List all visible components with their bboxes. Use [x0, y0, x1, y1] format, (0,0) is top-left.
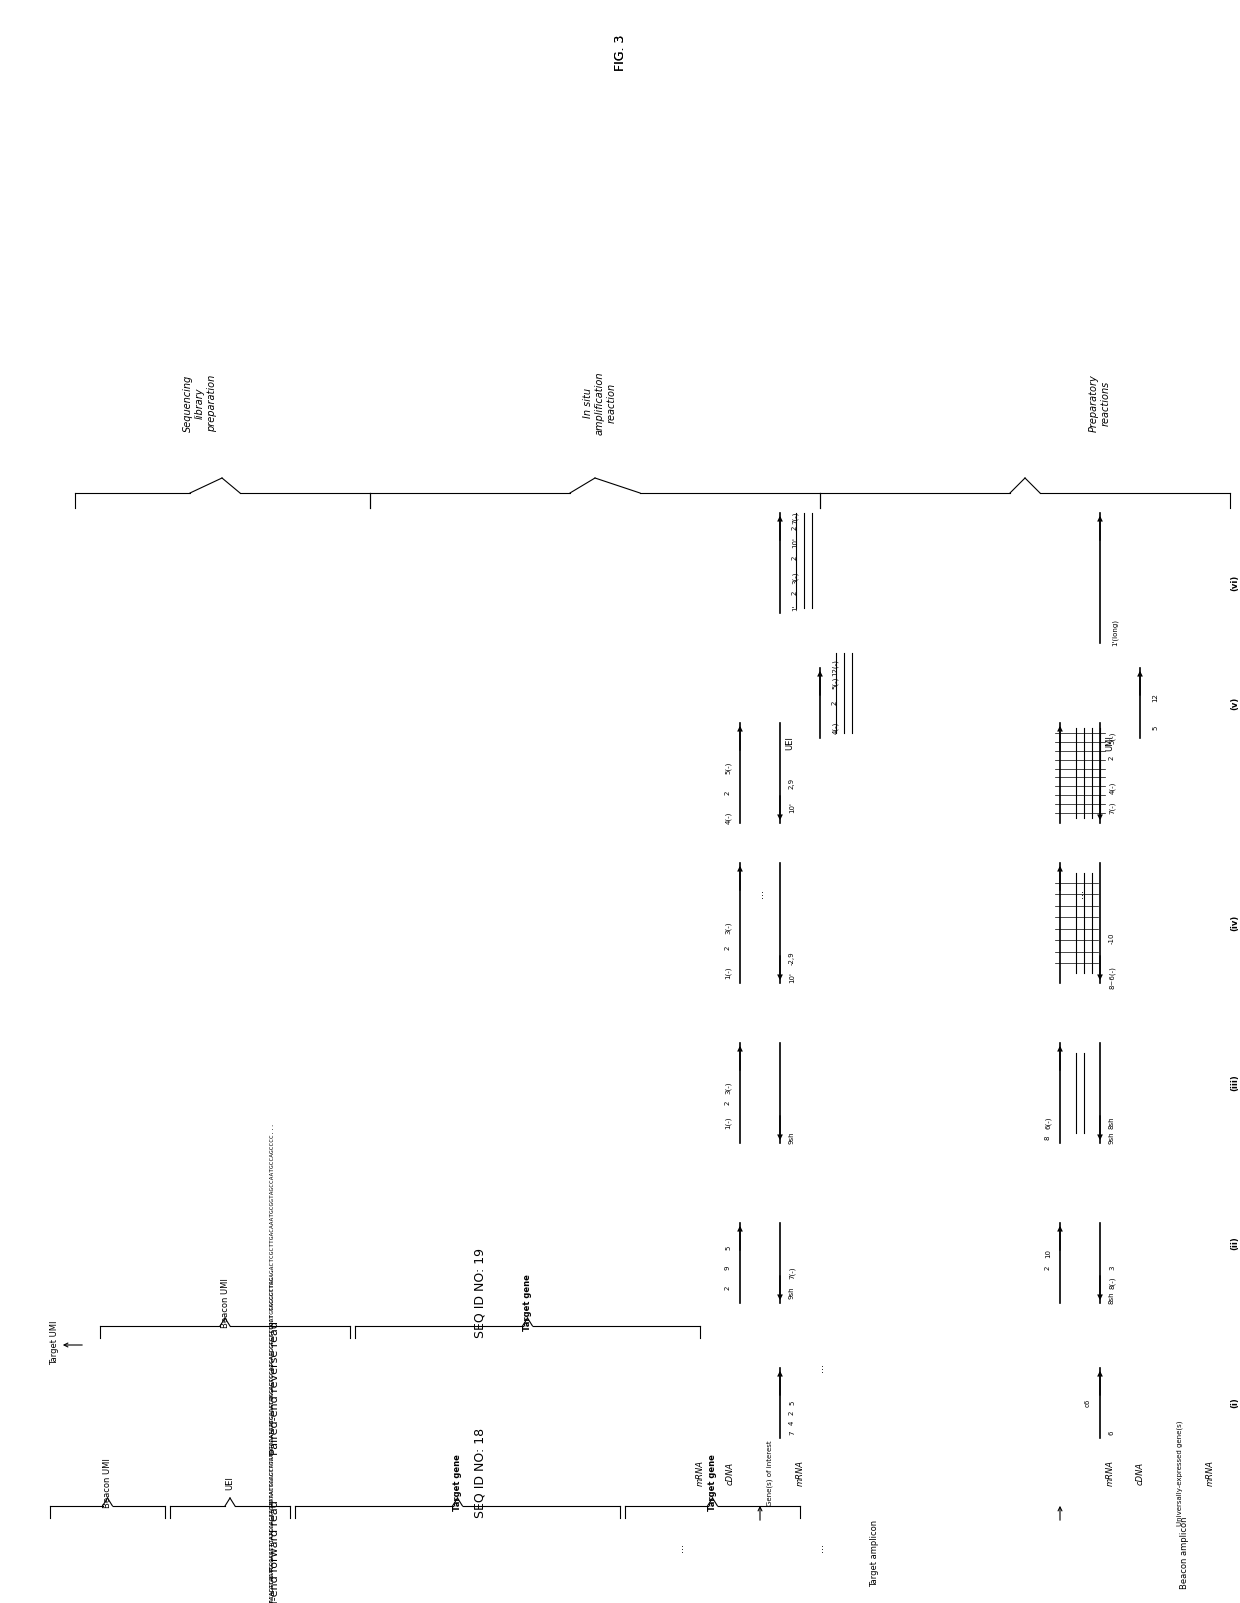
- Text: FIG. 3: FIG. 3: [614, 35, 626, 71]
- Text: 3(-): 3(-): [792, 572, 799, 583]
- Text: Paired-end forward read: Paired-end forward read: [270, 1500, 280, 1603]
- Text: 8(-): 8(-): [1109, 1276, 1115, 1289]
- Text: SEQ ID NO: 19: SEQ ID NO: 19: [474, 1249, 486, 1339]
- Text: 5: 5: [725, 1246, 732, 1250]
- Text: 7: 7: [789, 1431, 795, 1435]
- Text: 1(-): 1(-): [724, 1117, 732, 1129]
- Text: 9sh: 9sh: [789, 1132, 795, 1145]
- Text: 6(-): 6(-): [1045, 1117, 1052, 1129]
- Text: TAAAAGCCACCCCCAGTTTCTACTAAATATCTACCGATTCCCTTGCCTAAGTTTAG GACACTCAATGCACATTTAACAA: TAAAAGCCACCCCCAGTTTCTACTAAATATCTACCGATTC…: [270, 1265, 275, 1603]
- Text: 1': 1': [792, 604, 799, 611]
- Text: SEQ ID NO: 18: SEQ ID NO: 18: [474, 1428, 486, 1518]
- Text: ...: ...: [755, 888, 765, 898]
- Text: mRNA: mRNA: [1106, 1460, 1115, 1486]
- Text: 2: 2: [792, 556, 799, 559]
- Text: 9sh: 9sh: [789, 1287, 795, 1300]
- Text: ...: ...: [1075, 888, 1085, 898]
- Text: mRNA: mRNA: [1205, 1460, 1214, 1486]
- Text: 1(-): 1(-): [724, 967, 732, 979]
- Text: (v): (v): [1230, 696, 1240, 710]
- Text: 10': 10': [789, 803, 795, 813]
- Text: 5(-): 5(-): [724, 761, 732, 774]
- Text: 2: 2: [792, 592, 799, 595]
- Text: 2: 2: [792, 526, 799, 531]
- Text: 10': 10': [792, 537, 799, 548]
- Text: 1'(long): 1'(long): [1112, 619, 1118, 646]
- Text: Target gene: Target gene: [523, 1274, 532, 1332]
- Text: ...: ...: [815, 1364, 825, 1372]
- Text: cDNA: cDNA: [725, 1462, 734, 1484]
- Text: 2: 2: [725, 946, 732, 951]
- Text: UMI: UMI: [1106, 736, 1115, 750]
- Text: 4: 4: [789, 1420, 795, 1425]
- Text: Target amplicon: Target amplicon: [870, 1520, 879, 1587]
- Text: -10: -10: [1109, 933, 1115, 944]
- Text: mRNA: mRNA: [696, 1460, 704, 1486]
- Text: 8sh: 8sh: [1109, 1117, 1115, 1129]
- Text: 5(-): 5(-): [1109, 733, 1115, 744]
- Text: 10': 10': [789, 973, 795, 983]
- Text: Target gene: Target gene: [453, 1454, 463, 1512]
- Text: 8~6(-): 8~6(-): [1109, 967, 1115, 989]
- Text: 4(-): 4(-): [1109, 782, 1115, 793]
- Text: ...: ...: [815, 1544, 825, 1552]
- Text: Preparatory
reactions: Preparatory reactions: [1089, 373, 1111, 431]
- Text: FIG. 3: FIG. 3: [614, 35, 626, 71]
- Text: 7(-): 7(-): [789, 1266, 795, 1279]
- Text: Gene(s) of interest: Gene(s) of interest: [766, 1439, 774, 1505]
- Text: 6: 6: [1109, 1431, 1115, 1435]
- Text: 4(-): 4(-): [724, 811, 732, 824]
- Text: 2: 2: [725, 790, 732, 795]
- Text: (iv): (iv): [1230, 915, 1240, 931]
- Text: 3: 3: [1109, 1266, 1115, 1270]
- Text: (vi): (vi): [1230, 575, 1240, 592]
- Text: 2: 2: [832, 701, 838, 705]
- Text: UEI: UEI: [785, 736, 795, 750]
- Text: Target gene: Target gene: [708, 1454, 717, 1512]
- Text: 9: 9: [725, 1266, 732, 1270]
- Text: 8: 8: [1045, 1137, 1052, 1140]
- Text: 3(-): 3(-): [724, 922, 732, 935]
- Text: 8sh: 8sh: [1109, 1292, 1115, 1305]
- Text: In situ
amplification
reaction: In situ amplification reaction: [583, 372, 616, 434]
- Text: 12: 12: [1152, 694, 1158, 702]
- Text: Target UMI: Target UMI: [51, 1321, 60, 1366]
- Text: 5: 5: [789, 1401, 795, 1406]
- Text: 7(-): 7(-): [792, 511, 799, 524]
- Text: -2,9: -2,9: [789, 951, 795, 965]
- Text: 2,9: 2,9: [789, 777, 795, 789]
- Text: Beacon UMI: Beacon UMI: [103, 1459, 112, 1508]
- Text: 2: 2: [1045, 1266, 1052, 1270]
- Text: c6: c6: [1085, 1399, 1091, 1407]
- Text: Beacon amplicon: Beacon amplicon: [1180, 1516, 1189, 1589]
- Text: ...: ...: [675, 1544, 684, 1552]
- Text: 2: 2: [725, 1286, 732, 1290]
- Text: Sequencing
library
preparation: Sequencing library preparation: [184, 375, 217, 431]
- Text: (iii): (iii): [1230, 1074, 1240, 1092]
- Text: TAACCTGGATGGAGCTCATGCCCATGTTTACTCCCTTGGAGGCCATGTGGCCATGAGGGTCCACCACCCTGTTTGCT TA: TAACCTGGATGGAGCTCATGCCCATGTTTACTCCCTTGGA…: [270, 1124, 275, 1603]
- Text: cDNA: cDNA: [1136, 1462, 1145, 1484]
- Text: 4(-): 4(-): [832, 721, 838, 734]
- Text: (ii): (ii): [1230, 1236, 1240, 1250]
- Text: mRNA: mRNA: [796, 1460, 805, 1486]
- Text: 12(-): 12(-): [832, 659, 838, 676]
- Text: Beacon UMI: Beacon UMI: [221, 1278, 229, 1327]
- Text: (i): (i): [1230, 1398, 1240, 1409]
- Text: 2: 2: [1109, 755, 1115, 760]
- Text: 2: 2: [789, 1411, 795, 1415]
- Text: 5: 5: [1152, 726, 1158, 731]
- Text: 7(-): 7(-): [1109, 802, 1115, 814]
- Text: UEI: UEI: [226, 1476, 234, 1489]
- Text: 2: 2: [725, 1101, 732, 1104]
- Text: 3(-): 3(-): [724, 1082, 732, 1095]
- Text: 5(-): 5(-): [832, 676, 838, 689]
- Text: 10: 10: [1045, 1249, 1052, 1257]
- Text: Universally-expressed gene(s): Universally-expressed gene(s): [1177, 1420, 1183, 1526]
- Text: Paired-end reverse read: Paired-end reverse read: [270, 1321, 280, 1456]
- Text: 9sh: 9sh: [1109, 1132, 1115, 1145]
